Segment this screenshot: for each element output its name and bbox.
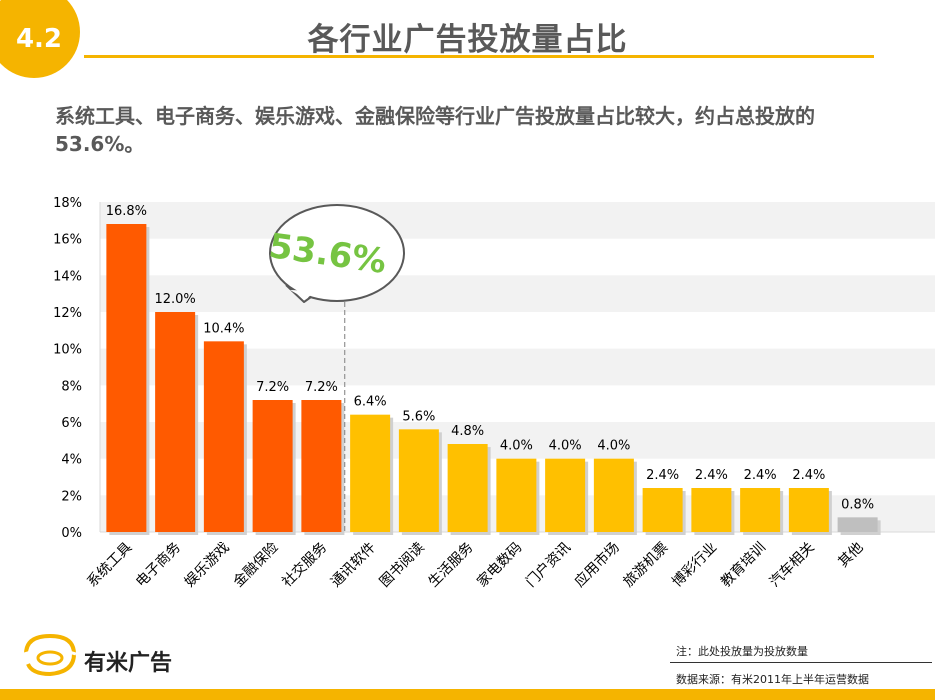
bar [301, 400, 342, 532]
y-tick-label: 6% [61, 416, 82, 431]
page-title: 各行业广告投放量占比 [307, 22, 628, 58]
y-tick-label: 8% [61, 379, 82, 394]
bar [837, 517, 878, 532]
data-label: 16.8% [106, 204, 147, 219]
y-tick-label: 16% [53, 233, 82, 248]
callout-tail-cover [290, 290, 316, 299]
bar [691, 488, 732, 532]
chart-subtitle: 系统工具、电子商务、娱乐游戏、金融保险等行业广告投放量占比较大，约占总投放的53… [55, 104, 815, 156]
bar [496, 458, 537, 532]
bar [106, 224, 147, 532]
y-tick-label: 10% [53, 343, 82, 358]
bar [593, 458, 634, 532]
data-source: 数据来源：有米2011年上半年运营数据 [676, 673, 869, 686]
data-label: 10.4% [203, 321, 244, 336]
data-label: 4.0% [549, 439, 582, 454]
section-badge: 4.2 [0, 0, 80, 78]
category-label: 汽车相关 [766, 539, 818, 591]
category-label: 门户资讯 [522, 539, 574, 591]
category-label: 博彩行业 [669, 539, 721, 591]
category-label: 电子商务 [133, 540, 184, 591]
category-label: 社交服务 [279, 539, 331, 591]
data-label: 4.0% [597, 439, 630, 454]
section-number: 4.2 [15, 24, 63, 54]
data-label: 2.4% [646, 468, 679, 483]
bar [740, 488, 781, 532]
bar [447, 444, 488, 532]
bar [252, 400, 293, 532]
category-label: 金融保险 [231, 540, 282, 591]
data-label: 4.8% [451, 424, 484, 439]
grid-band [100, 202, 935, 239]
youmi-logo-icon [23, 633, 77, 677]
data-label: 2.4% [744, 468, 777, 483]
data-label: 4.0% [500, 439, 533, 454]
category-label: 生活服务 [426, 540, 477, 591]
data-label: 7.2% [305, 380, 338, 395]
y-tick-label: 4% [61, 453, 82, 468]
category-label: 教育培训 [718, 540, 769, 591]
footnote: 注：此处投放量为投放数量 [676, 645, 808, 658]
bottom-accent-bar [0, 689, 935, 700]
callout-bubble [269, 204, 405, 302]
y-tick-label: 12% [53, 306, 82, 321]
y-tick-label: 2% [61, 489, 82, 504]
data-label: 7.2% [256, 380, 289, 395]
category-label: 娱乐游戏 [182, 540, 233, 591]
bar [155, 312, 196, 532]
footnote-divider [670, 662, 932, 663]
category-label: 家电数码 [474, 539, 526, 591]
y-tick-label: 0% [61, 526, 82, 541]
data-label: 6.4% [354, 395, 387, 410]
data-label: 5.6% [402, 409, 435, 424]
bar [642, 488, 683, 532]
category-label: 系统工具 [84, 540, 135, 591]
data-label: 0.8% [841, 497, 874, 512]
brand-name: 有米广告 [84, 651, 173, 676]
data-label: 2.4% [695, 468, 728, 483]
bar [788, 488, 829, 532]
bar [350, 414, 391, 532]
category-label: 通讯软件 [328, 540, 379, 591]
bar [398, 429, 439, 532]
y-tick-label: 14% [53, 269, 82, 284]
category-label: 旅游机票 [621, 540, 672, 591]
data-label: 12.0% [154, 292, 195, 307]
category-label: 图书阅读 [376, 539, 428, 591]
category-label: 应用市场 [571, 539, 623, 591]
data-label: 2.4% [792, 468, 825, 483]
title-divider [84, 55, 874, 58]
category-label: 其他 [835, 540, 866, 571]
y-tick-label: 18% [53, 196, 82, 211]
grid-band [100, 275, 935, 312]
bar [203, 341, 244, 532]
bar [545, 458, 586, 532]
